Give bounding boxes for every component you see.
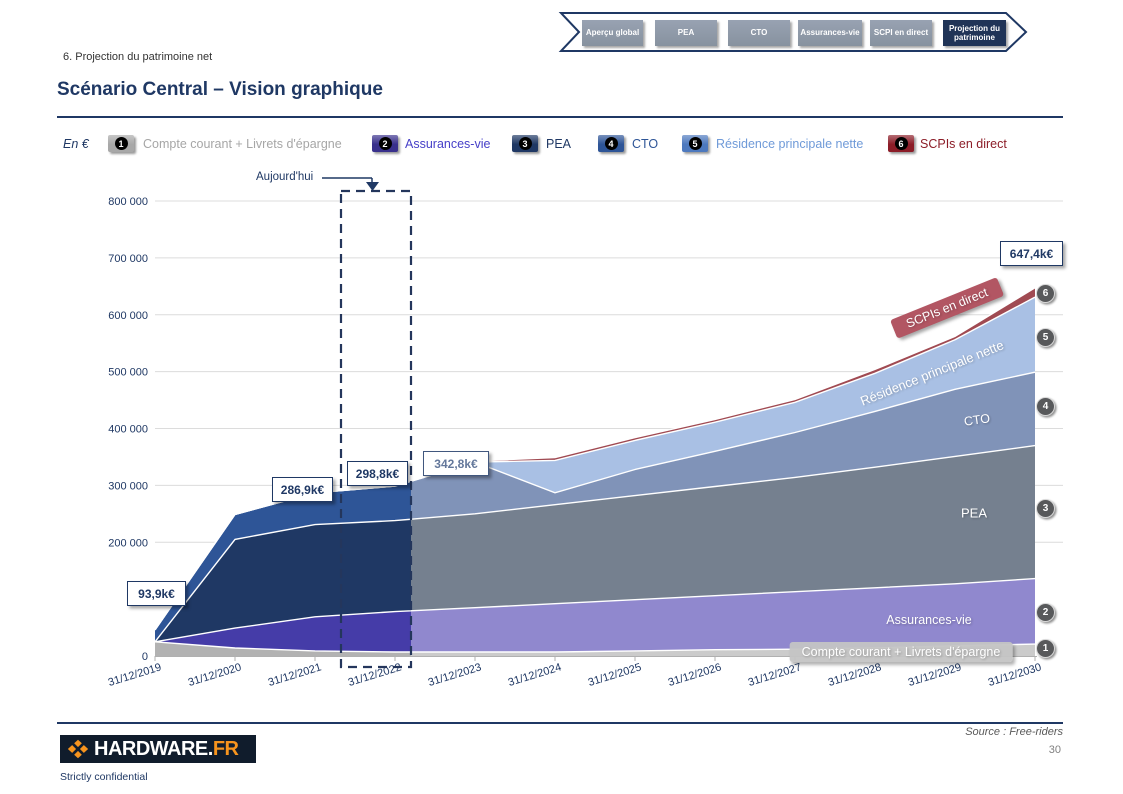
legend-badge-number: 2 bbox=[378, 137, 392, 150]
svg-text:31/12/2021: 31/12/2021 bbox=[267, 661, 323, 689]
svg-text:31/12/2020: 31/12/2020 bbox=[187, 661, 243, 689]
svg-text:31/12/2028: 31/12/2028 bbox=[827, 661, 883, 689]
legend-unit: En € bbox=[63, 137, 89, 151]
logo-text: HARDWARE.FR bbox=[94, 737, 239, 760]
svg-text:600 000: 600 000 bbox=[108, 310, 148, 322]
svg-text:300 000: 300 000 bbox=[108, 480, 148, 492]
series-number-marker: 6 bbox=[1036, 284, 1055, 303]
value-callout: 93,9k€ bbox=[127, 581, 186, 606]
legend-badge-4: 4 bbox=[598, 135, 624, 152]
svg-text:31/12/2022: 31/12/2022 bbox=[347, 661, 403, 689]
series-number-marker: 3 bbox=[1036, 499, 1055, 518]
breadcrumb: 6. Projection du patrimoine net bbox=[63, 51, 213, 63]
svg-text:800 000: 800 000 bbox=[108, 196, 148, 208]
legend-badge-2: 2 bbox=[372, 135, 398, 152]
legend-badge-number: 1 bbox=[114, 137, 128, 150]
legend-badge-3: 3 bbox=[512, 135, 538, 152]
svg-text:31/12/2023: 31/12/2023 bbox=[427, 661, 483, 689]
today-annotation: Aujourd'hui bbox=[256, 171, 314, 183]
svg-text:31/12/2026: 31/12/2026 bbox=[667, 661, 723, 689]
svg-text:31/12/2027: 31/12/2027 bbox=[747, 661, 803, 689]
stacked-area-chart: 0 200 000 300 000 400 000 500 000 600 000 700 … bbox=[107, 177, 1063, 689]
hardware-fr-logo: HARDWARE.FR bbox=[60, 735, 256, 763]
series-area-label: Assurances-vie bbox=[886, 613, 972, 627]
svg-text:200 000: 200 000 bbox=[108, 537, 148, 549]
value-callout: 647,4k€ bbox=[1000, 241, 1063, 266]
legend-badge-6: 6 bbox=[888, 135, 914, 152]
title-rule bbox=[57, 116, 1063, 118]
series-number-marker: 1 bbox=[1036, 639, 1055, 658]
nav-tab-aper-u-global[interactable]: Aperçu global bbox=[582, 20, 643, 46]
svg-text:500 000: 500 000 bbox=[108, 367, 148, 379]
value-callout: 342,8k€ bbox=[423, 451, 489, 476]
nav-tab-assurances-vie[interactable]: Assurances-vie bbox=[798, 20, 862, 46]
logo-icon bbox=[67, 739, 89, 759]
svg-text:31/12/2025: 31/12/2025 bbox=[587, 661, 643, 689]
svg-text:700 000: 700 000 bbox=[108, 253, 148, 265]
nav-tab-cto[interactable]: CTO bbox=[728, 20, 790, 46]
svg-text:31/12/2030: 31/12/2030 bbox=[987, 661, 1043, 689]
nav-tab-scpi-en-direct[interactable]: SCPI en direct bbox=[870, 20, 932, 46]
nav-tab-projection-du-patrimoine[interactable]: Projection du patrimoine bbox=[943, 20, 1006, 46]
nav-tab-pea[interactable]: PEA bbox=[655, 20, 717, 46]
legend-label: Résidence principale nette bbox=[716, 137, 864, 151]
legend-label: CTO bbox=[632, 137, 659, 151]
series-number-marker: 4 bbox=[1036, 397, 1055, 416]
legend-label: PEA bbox=[546, 137, 572, 151]
legend-label: Assurances-vie bbox=[405, 137, 491, 151]
legend-badge-number: 4 bbox=[604, 137, 618, 150]
legend-badge-1: 1 bbox=[108, 135, 134, 152]
svg-text:31/12/2024: 31/12/2024 bbox=[507, 661, 563, 689]
legend-badge-number: 5 bbox=[688, 137, 702, 150]
page-title: Scénario Central – Vision graphique bbox=[57, 79, 383, 100]
svg-text:31/12/2029: 31/12/2029 bbox=[907, 661, 963, 689]
value-callout: 286,9k€ bbox=[272, 477, 333, 502]
svg-text:0: 0 bbox=[142, 651, 148, 663]
svg-text:31/12/2019: 31/12/2019 bbox=[107, 661, 163, 689]
svg-text:400 000: 400 000 bbox=[108, 424, 148, 436]
legend-badge-5: 5 bbox=[682, 135, 708, 152]
legend-label: Compte courant + Livrets d'épargne bbox=[143, 137, 342, 151]
confidential-label: Strictly confidential bbox=[60, 771, 148, 783]
series-number-marker: 2 bbox=[1036, 603, 1055, 622]
source-label: Source : Free-riders bbox=[965, 726, 1063, 738]
series-number-marker: 5 bbox=[1036, 328, 1055, 347]
legend-label: SCPIs en direct bbox=[920, 137, 1007, 151]
series-area-label: PEA bbox=[960, 505, 988, 521]
series-area-label: Compte courant + Livrets d'épargne bbox=[789, 642, 1013, 662]
legend-badge-number: 3 bbox=[518, 137, 532, 150]
page-number: 30 bbox=[1048, 744, 1061, 756]
chart-canvas: 0 200 000 300 000 400 000 500 000 600 000 700 … bbox=[107, 177, 1063, 689]
value-callout: 298,8k€ bbox=[347, 461, 408, 486]
footer-rule bbox=[57, 722, 1063, 724]
legend-badge-number: 6 bbox=[894, 137, 908, 150]
